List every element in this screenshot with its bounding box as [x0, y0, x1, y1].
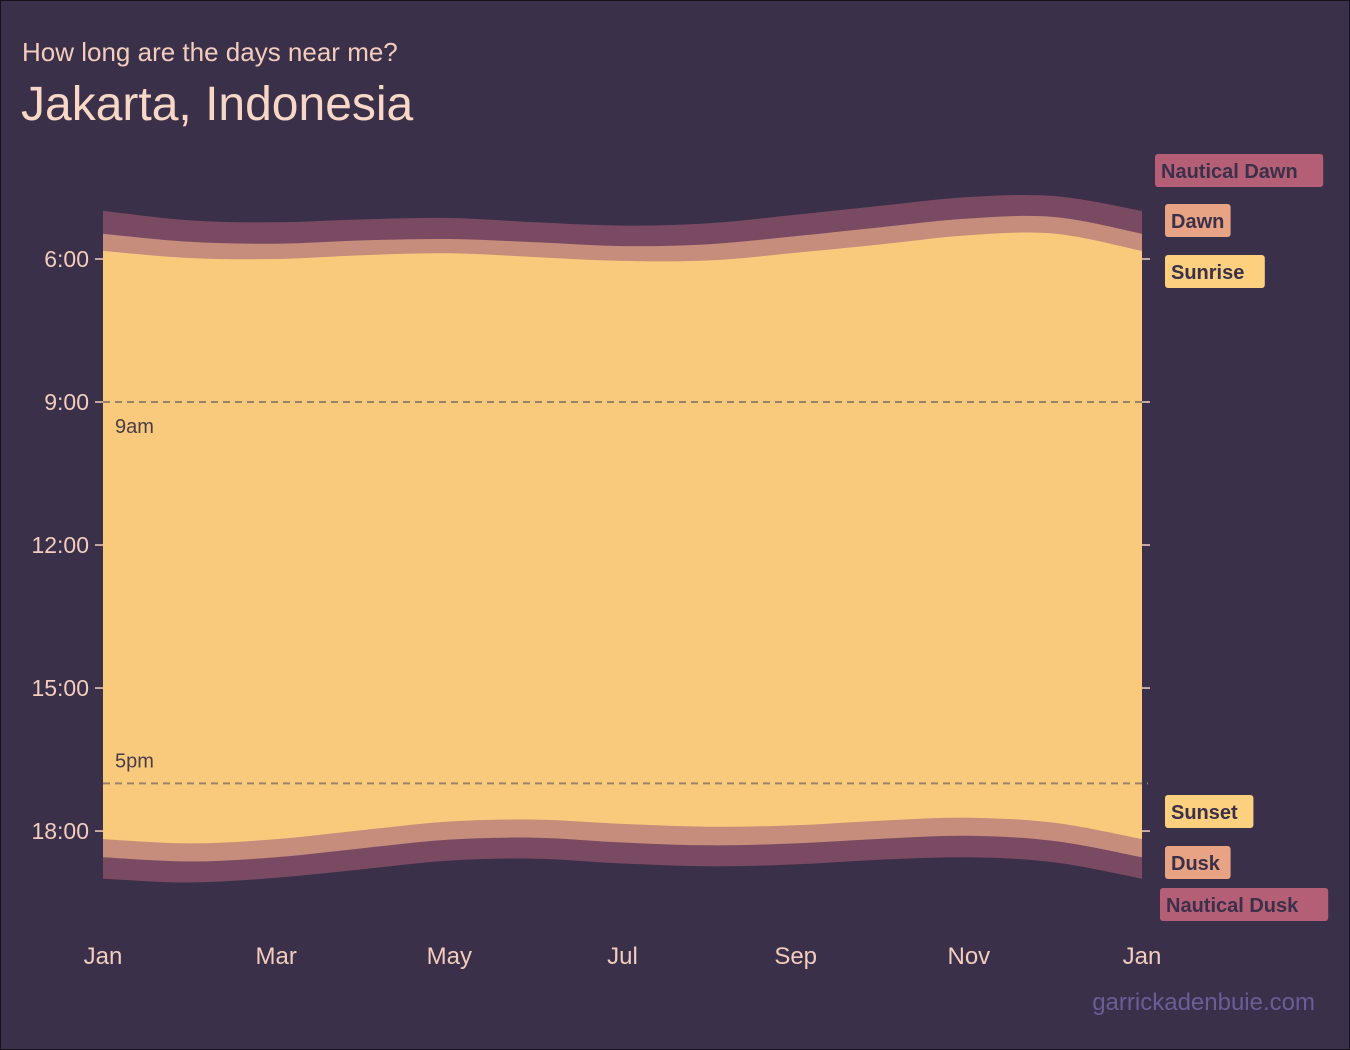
daylight-band [103, 232, 1142, 844]
x-tick-label-1: Mar [255, 943, 296, 970]
y-tick-label-1: 9:00 [44, 389, 89, 415]
series-label-box-1 [1165, 204, 1231, 237]
x-tick-label-5: Nov [947, 943, 990, 970]
series-label-box-0 [1155, 154, 1324, 187]
series-label-box-5 [1160, 888, 1329, 921]
credit-text: garrickadenbuie.com [1092, 989, 1315, 1016]
x-axis: Jan Mar May Jul Sep Nov Jan [84, 943, 1162, 970]
x-tick-label-2: May [427, 943, 472, 970]
chart-subtitle: How long are the days near me? [22, 37, 398, 67]
series-label-5: Nautical Dusk [1166, 895, 1299, 917]
x-tick-label-3: Jul [607, 943, 638, 970]
series-label-0: Nautical Dawn [1161, 161, 1298, 183]
reference-lines: 9am 5pm [103, 401, 1148, 785]
series-label-2: Sunrise [1171, 262, 1244, 284]
y-tick-label-0: 6:00 [44, 246, 89, 272]
x-tick-label-6: Jan [1123, 943, 1162, 970]
series-label-box-2 [1165, 255, 1265, 288]
series-label-box-3 [1165, 795, 1254, 828]
y-tick-label-2: 12:00 [31, 532, 89, 558]
x-tick-label-4: Sep [774, 943, 817, 970]
series-labels: Nautical Dawn Dawn Sunrise Sunset Dusk Nautic… [1155, 154, 1329, 921]
series-label-1: Dawn [1171, 211, 1224, 233]
series-label-4: Dusk [1171, 853, 1221, 875]
y-tick-label-3: 15:00 [31, 675, 89, 701]
x-tick-label-0: Jan [84, 943, 123, 970]
y-tick-label-4: 18:00 [31, 818, 89, 844]
y-axis: 6:00 9:00 12:00 15:00 18:00 [31, 246, 1150, 844]
reference-label-1: 5pm [115, 750, 154, 772]
reference-label-0: 9am [115, 416, 154, 438]
series-label-box-4 [1165, 846, 1231, 879]
chart-title: Jakarta, Indonesia [21, 78, 414, 131]
series-label-3: Sunset [1171, 802, 1238, 824]
